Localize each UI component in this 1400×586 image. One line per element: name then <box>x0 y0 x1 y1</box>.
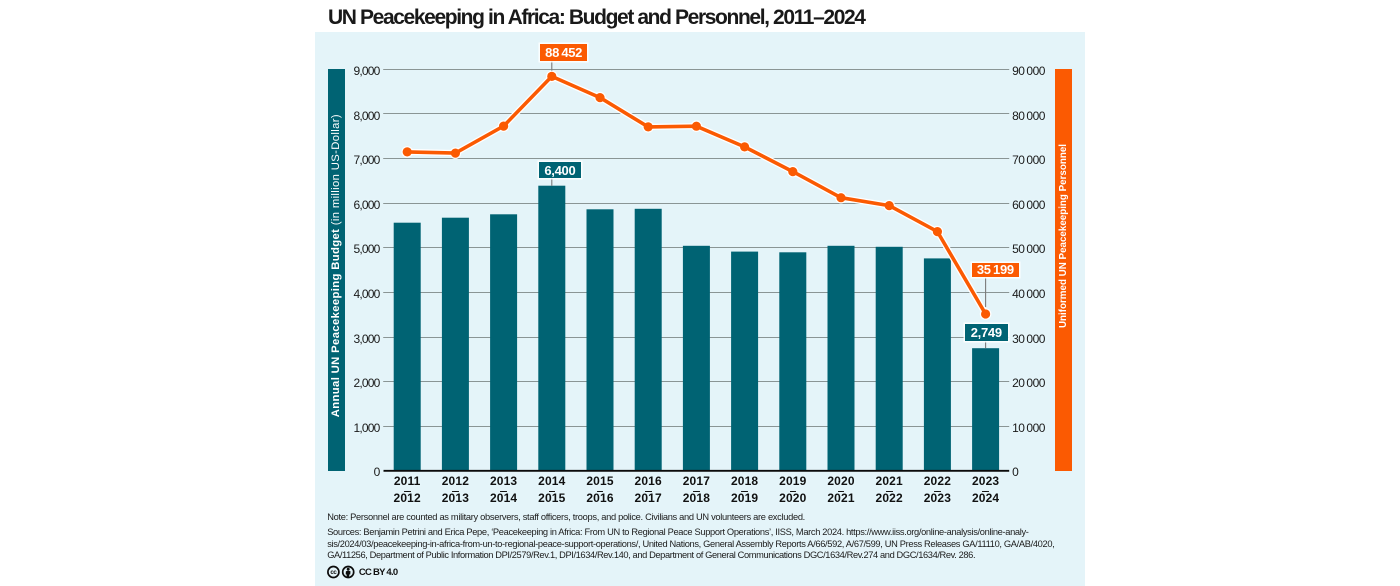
svg-text:cc: cc <box>331 569 338 576</box>
